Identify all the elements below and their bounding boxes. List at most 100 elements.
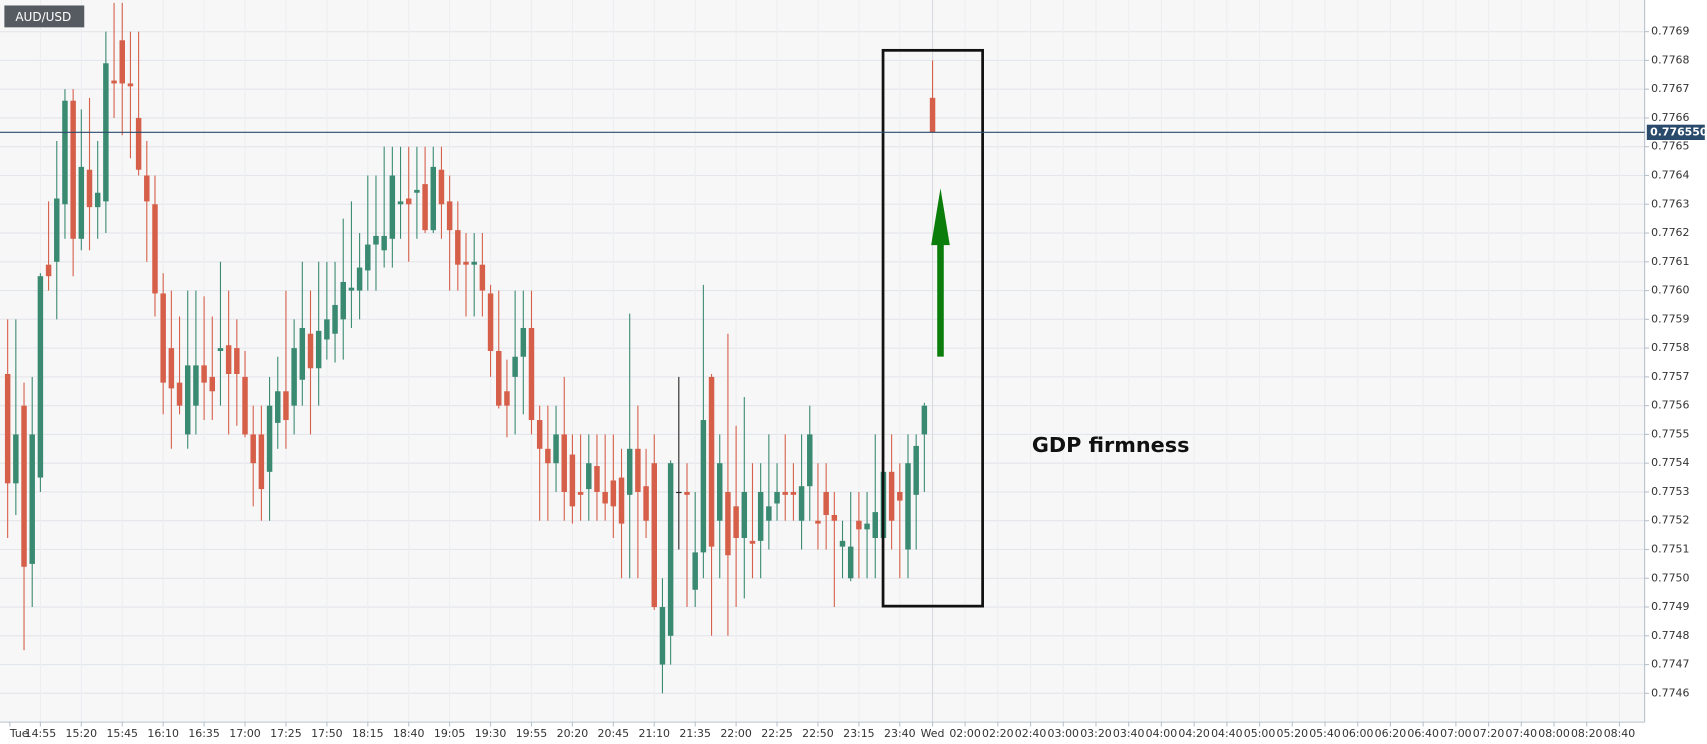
candle-body <box>586 463 592 490</box>
y-tick-label: 0.7751 <box>1651 543 1689 556</box>
y-tick-label: 0.7759 <box>1651 312 1689 325</box>
candle-body <box>446 201 453 231</box>
x-tick-label: 23:40 <box>884 727 916 740</box>
candle-body <box>438 169 445 205</box>
candle-body <box>332 304 338 334</box>
candle-body <box>348 287 355 291</box>
candle-body <box>766 506 772 521</box>
candle-body <box>635 448 641 492</box>
x-tick-label: 15:20 <box>66 727 98 740</box>
candle-body <box>577 491 584 495</box>
y-tick-label: 0.7750 <box>1651 571 1689 584</box>
x-tick-label: 08:20 <box>1571 727 1603 740</box>
candle-body <box>921 405 928 435</box>
y-tick-label: 0.7769 <box>1651 25 1689 38</box>
candle-body <box>872 512 878 538</box>
x-tick-label: 03:20 <box>1080 727 1112 740</box>
candle-body <box>741 491 748 538</box>
y-tick-label: 0.7758 <box>1651 341 1689 354</box>
candle-body <box>356 267 363 291</box>
x-tick-label: 04:40 <box>1211 727 1243 740</box>
candle-body <box>757 491 764 541</box>
x-tick-label: 07:20 <box>1473 727 1505 740</box>
candles <box>4 2 936 694</box>
x-tick-label: 08:40 <box>1604 727 1636 740</box>
candle-body <box>54 198 60 262</box>
candle-body <box>315 330 322 369</box>
candle-body <box>864 523 870 530</box>
candle-body <box>111 80 117 84</box>
x-tick-label: 22:25 <box>761 727 793 740</box>
candle-body <box>676 491 682 494</box>
candle-body <box>684 491 690 495</box>
x-tick-label: 17:00 <box>229 727 261 740</box>
candle-body <box>487 293 494 351</box>
candle-body <box>381 235 387 251</box>
x-tick-label: 03:40 <box>1113 727 1145 740</box>
x-tick-label: 05:00 <box>1244 727 1276 740</box>
y-tick-label: 0.7761 <box>1651 255 1689 268</box>
candle-body <box>430 166 437 231</box>
candle-body <box>888 471 895 521</box>
x-tick-label: 17:50 <box>311 727 343 740</box>
candle-body <box>291 348 297 406</box>
x-tick-label: Tue <box>9 727 29 740</box>
candle-body <box>365 244 371 271</box>
x-tick-label: 21:35 <box>679 727 711 740</box>
candle-body <box>905 463 911 550</box>
candle-body <box>496 350 502 406</box>
candle-body <box>823 491 829 515</box>
candle-body <box>602 491 608 504</box>
candle-body <box>37 276 44 478</box>
candle-body <box>184 365 191 435</box>
candle-body <box>70 100 76 239</box>
x-tick-label: 15:45 <box>106 727 138 740</box>
candle-body <box>471 261 477 265</box>
candle-body <box>78 166 85 239</box>
candle-body <box>86 169 93 208</box>
candle-body <box>847 546 854 579</box>
candle-body <box>135 117 142 170</box>
candle-body <box>176 382 183 406</box>
candle-body <box>29 434 35 564</box>
y-tick-label: 0.7748 <box>1651 629 1689 642</box>
candle-body <box>389 175 396 239</box>
candle-body <box>414 189 420 193</box>
candle-body <box>528 327 535 421</box>
candle-body <box>831 514 838 521</box>
candle-body <box>217 348 224 351</box>
candle-body <box>275 391 281 423</box>
candle-body <box>168 348 175 389</box>
x-tick-label: 02:20 <box>982 727 1014 740</box>
candle-body <box>725 491 731 556</box>
x-tick-label: 19:30 <box>475 727 507 740</box>
candle-body <box>610 480 617 507</box>
candle-body <box>897 491 903 501</box>
candle-body <box>856 520 862 530</box>
candle-body <box>626 448 633 495</box>
x-tick-label: 02:40 <box>1015 727 1047 740</box>
arrow-head <box>931 188 950 246</box>
y-tick-label: 0.7768 <box>1651 53 1689 66</box>
y-tick-label: 0.7753 <box>1651 485 1689 498</box>
candle-body <box>299 327 306 380</box>
x-tick-label: 19:55 <box>516 727 548 740</box>
x-tick-label: Wed <box>921 727 945 740</box>
candle-body <box>667 463 674 636</box>
x-tick-label: 06:40 <box>1407 727 1439 740</box>
candle-body <box>708 376 715 547</box>
y-tick-label: 0.7749 <box>1651 600 1689 613</box>
candle-body <box>569 454 576 507</box>
candle-body <box>463 261 469 265</box>
x-tick-label: 06:20 <box>1375 727 1407 740</box>
y-tick-label: 0.7757 <box>1651 370 1689 383</box>
candle-body <box>307 333 314 369</box>
candle-body <box>455 230 461 265</box>
candle-body <box>553 434 559 464</box>
y-tick-label: 0.7746 <box>1651 686 1689 699</box>
candle-body <box>242 376 248 435</box>
x-tick-label: 04:20 <box>1178 727 1210 740</box>
x-tick-label: 04:00 <box>1146 727 1178 740</box>
candle-body <box>160 293 166 383</box>
